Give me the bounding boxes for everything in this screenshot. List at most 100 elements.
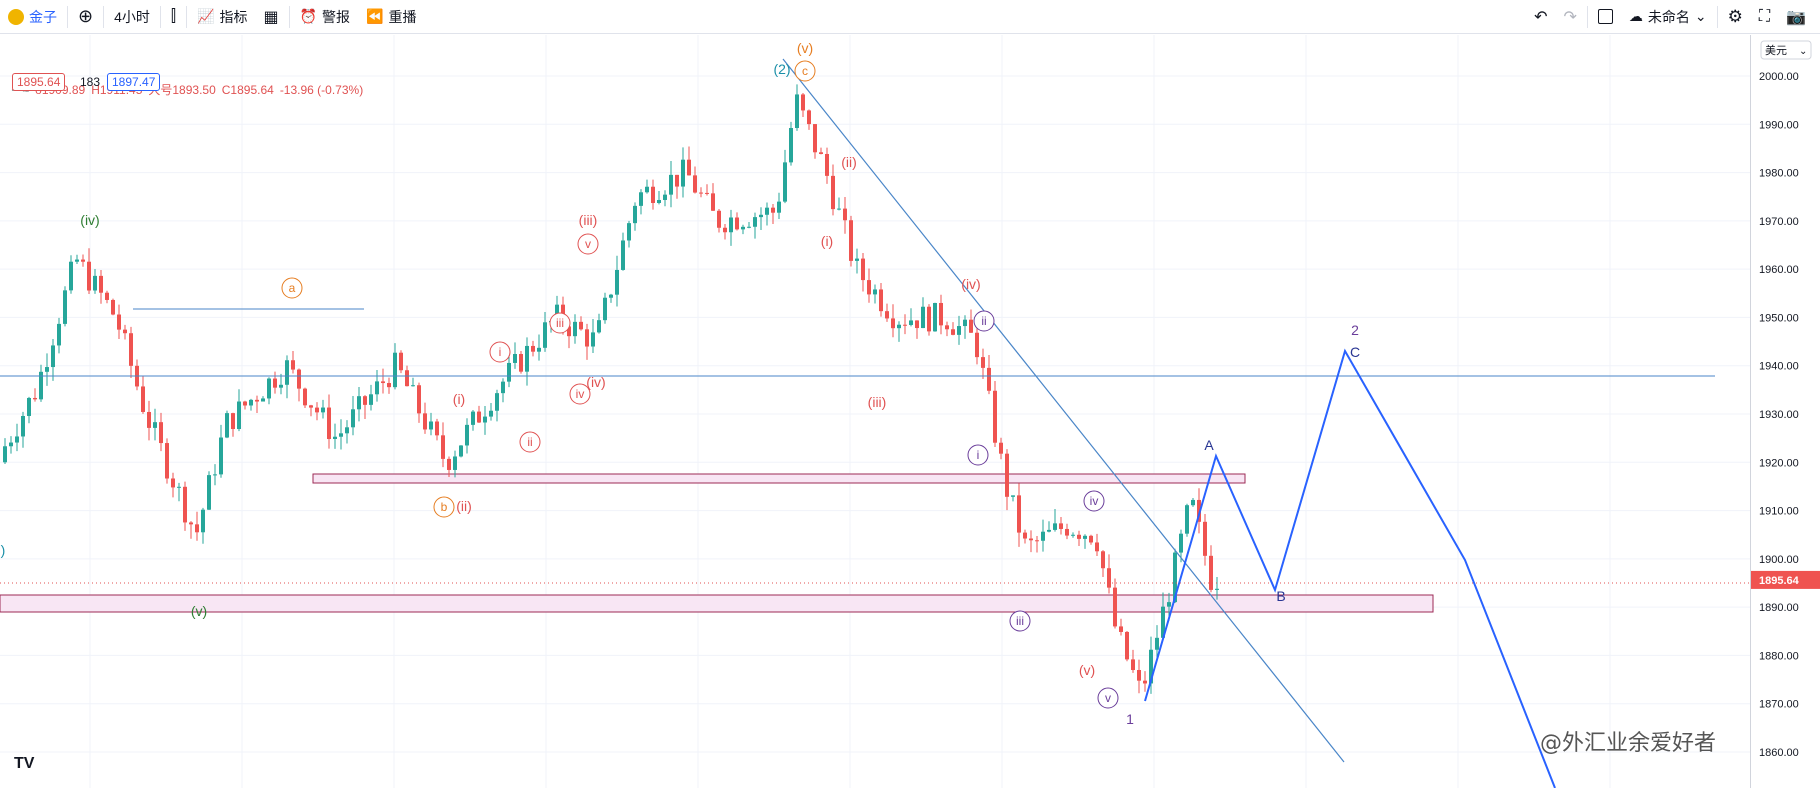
candle (327, 394, 331, 449)
chart-pane[interactable]: (iv) (v) a b (ii) (i) i ii iii iv (iii) v (iv) (2) c (v… (0, 35, 1750, 788)
wave-label[interactable]: B (1276, 588, 1285, 604)
wave-label[interactable]: b (433, 496, 455, 518)
symbol-button[interactable]: 金子 (0, 0, 65, 34)
candle (945, 321, 949, 337)
currency-button[interactable] (1760, 40, 1812, 60)
candle (345, 420, 349, 444)
svg-text:(v): (v) (191, 603, 207, 619)
candle (1065, 523, 1069, 540)
currency-label: 美元 (1765, 44, 1787, 57)
wave-label[interactable]: iii (549, 312, 571, 334)
fullscreen-button[interactable]: ⛶ (1751, 0, 1778, 34)
wave-label[interactable]: c (794, 60, 816, 82)
indicators-button[interactable]: 📈 指标 (189, 0, 255, 34)
candle (1101, 550, 1105, 577)
candle (573, 314, 577, 344)
svg-text:(iv): (iv) (586, 374, 605, 390)
candle (459, 445, 463, 458)
camera-icon: 📷 (1786, 8, 1806, 26)
wave-label[interactable]: C (1350, 344, 1360, 360)
svg-text:ii: ii (981, 314, 986, 328)
wave-label[interactable]: a (281, 277, 303, 299)
redo-button[interactable]: ↷ (1555, 0, 1584, 34)
wave-label[interactable]: iv (1083, 490, 1105, 512)
wave-label[interactable]: (iv) (586, 374, 605, 390)
candle (1011, 495, 1015, 502)
wave-label[interactable]: (iv) (961, 276, 980, 292)
candle (195, 511, 199, 541)
candle (273, 371, 277, 394)
candle (723, 224, 727, 240)
settings-button[interactable]: ⚙ (1720, 0, 1751, 34)
wave-label[interactable]: (iv) (80, 212, 99, 228)
svg-text:b: b (441, 500, 448, 514)
spread-value: 183 (80, 75, 101, 89)
svg-text:iv: iv (576, 387, 585, 401)
save-layout-button[interactable]: ☁ 未命名 ⌄ (1621, 0, 1715, 34)
wave-label[interactable]: iii (1009, 610, 1031, 632)
wave-label[interactable]: i (489, 341, 511, 363)
wave-label[interactable]: v (1097, 687, 1119, 709)
wave-label[interactable]: 2 (1351, 322, 1359, 338)
candle (129, 326, 133, 378)
candle (837, 197, 841, 211)
price-tick-label: 1990.00 (1759, 119, 1799, 131)
interval-button[interactable]: 4小时 (106, 0, 158, 34)
candle (747, 222, 751, 229)
wave-label[interactable]: (v) (1079, 662, 1095, 678)
candle (939, 294, 943, 335)
wave-label[interactable]: (v) (797, 40, 813, 56)
candle (657, 191, 661, 205)
snapshot-button[interactable]: 📷 (1778, 0, 1820, 34)
candle (267, 377, 271, 405)
price-axis[interactable]: 美元 ⌄ 2000.00 1990.00 1980.00 1970.00 1960.00 19… (1750, 35, 1820, 788)
compare-button[interactable]: ⊕ (70, 0, 101, 34)
layout-select-button[interactable] (1590, 0, 1621, 34)
candle (1155, 625, 1159, 661)
candle (819, 147, 823, 155)
candle (1113, 578, 1117, 629)
fullscreen-icon: ⛶ (1758, 7, 1771, 25)
price-tick-label: 1930.00 (1759, 409, 1799, 421)
wave-label[interactable]: (i) (821, 233, 833, 249)
wave-label[interactable]: i (967, 444, 989, 466)
wave-label[interactable]: iv (569, 383, 591, 405)
candle (471, 410, 475, 431)
undo-button[interactable]: ↶ (1526, 0, 1555, 34)
chart-type-button[interactable]: ⫿ (163, 0, 184, 34)
candle (261, 396, 265, 402)
wave-label[interactable]: (v) (191, 603, 207, 619)
top-toolbar: 金子 ⊕ 4小时 ⫿ 📈 指标 ▦ ⏰ 警报 ⏪ 重播 ↶ ↷ ☁ 未命名 ⌄ ⚙ ⛶ 📷 (0, 0, 1820, 34)
wave-label[interactable]: (iii) (868, 394, 887, 410)
candle (699, 187, 703, 198)
svg-text:(2): (2) (773, 61, 790, 77)
alert-button[interactable]: ⏰ 警报 (292, 0, 358, 34)
wave-label[interactable]: v (577, 233, 599, 255)
svg-text:(iv): (iv) (961, 276, 980, 292)
wave-label[interactable]: (ii) (456, 498, 472, 514)
wave-label[interactable]: 1 (1126, 711, 1134, 727)
wave-label[interactable]: (i) (453, 391, 465, 407)
sell-price-button[interactable]: 1895.64 (12, 73, 66, 91)
buy-price-button[interactable]: 1897.47 (107, 73, 161, 91)
wave-label[interactable]: (ii) (841, 154, 857, 170)
candle (969, 309, 973, 333)
candle (69, 255, 73, 294)
templates-button[interactable]: ▦ (255, 0, 286, 34)
tradingview-logo[interactable]: TV (14, 755, 35, 772)
square-icon (1597, 9, 1613, 24)
candle (477, 405, 481, 423)
wave-label[interactable]: ii (519, 431, 541, 453)
wave-label[interactable]: (2) (773, 61, 790, 77)
candle (357, 386, 361, 422)
wave-label[interactable]: ) (1, 542, 6, 558)
candle (399, 350, 403, 374)
wave-label[interactable]: A (1204, 437, 1214, 453)
candle (639, 189, 643, 215)
wave-label[interactable]: ii (973, 310, 995, 332)
replay-label: 重播 (388, 8, 417, 25)
wave-label[interactable]: (iii) (579, 212, 598, 228)
candle (207, 471, 211, 511)
replay-button[interactable]: ⏪ 重播 (358, 0, 424, 34)
